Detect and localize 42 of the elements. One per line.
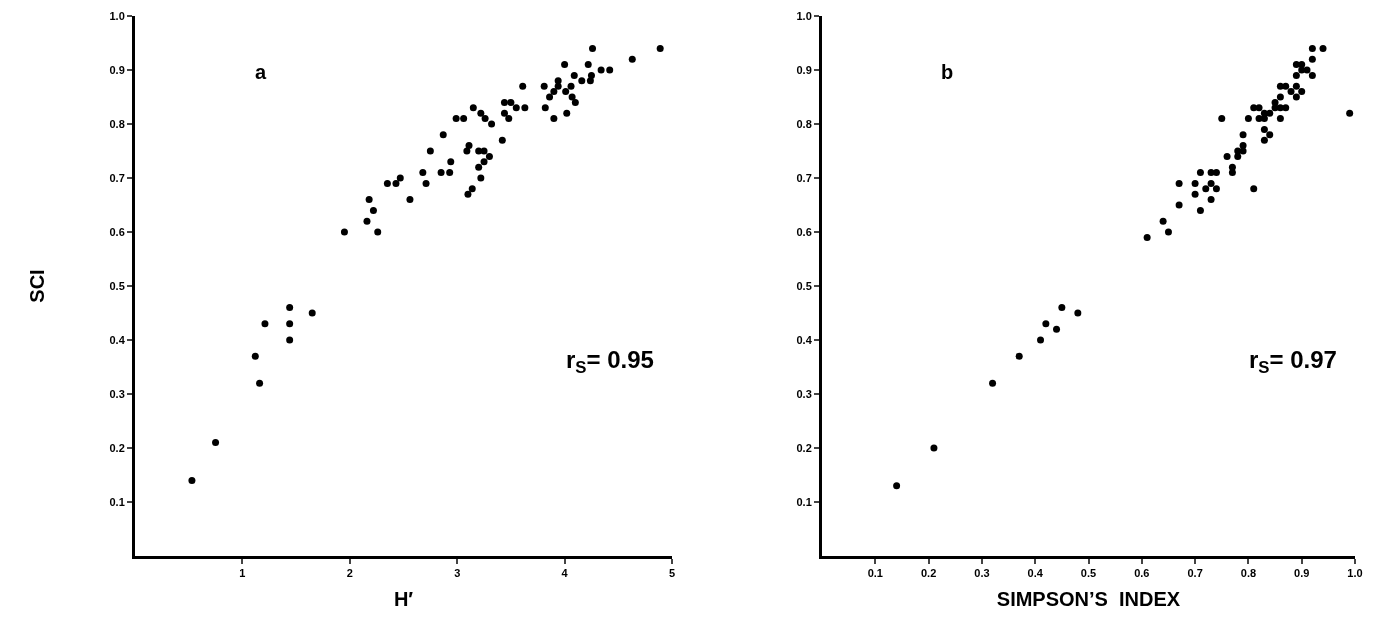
- y-tick-label: 0.5: [796, 279, 812, 292]
- annotation: a: [255, 61, 267, 83]
- x-tick-label: 3: [454, 567, 461, 580]
- y-axis-title: SCI: [26, 269, 48, 303]
- y-tick-label: 1.0: [796, 9, 812, 22]
- annotation: r$_{S}$= 0.97: [1249, 346, 1337, 378]
- x-axis-title: SIMPSON’S INDEX: [996, 587, 1181, 610]
- y-tick-label: 0.5: [109, 279, 125, 292]
- x-tick-label: 0.5: [1080, 567, 1097, 580]
- y-tick-label: 0.7: [796, 171, 812, 184]
- y-tick-label: 0.2: [796, 441, 812, 454]
- x-tick-label: 5: [668, 567, 676, 580]
- x-tick-label: 4: [561, 567, 569, 580]
- y-tick-label: 0.9: [109, 63, 125, 76]
- annotation: r$_{S}$= 0.95: [566, 346, 654, 378]
- y-tick-label: 0.8: [109, 117, 125, 130]
- y-tick-label: 1.0: [109, 9, 125, 22]
- y-tick-label: 0.9: [796, 63, 812, 76]
- x-tick-label: 1: [239, 567, 246, 580]
- y-tick-label: 0.3: [109, 387, 125, 400]
- y-tick-label: 0.4: [796, 333, 813, 346]
- x-tick-label: 0.6: [1134, 567, 1150, 580]
- x-axis-title: H′: [393, 587, 414, 610]
- y-tick-label: 0.7: [109, 171, 125, 184]
- y-tick-label: 0.8: [796, 117, 812, 130]
- x-tick-label: 0.7: [1187, 567, 1203, 580]
- annotation: b: [941, 61, 954, 83]
- x-tick-label: 2: [346, 567, 353, 580]
- y-tick-label: 0.6: [796, 225, 812, 238]
- x-tick-label: 1.0: [1347, 567, 1363, 580]
- y-tick-label: 0.1: [796, 495, 812, 508]
- x-tick-label: 0.4: [1027, 567, 1044, 580]
- y-tick-label: 0.3: [796, 387, 812, 400]
- y-tick-label: 0.2: [109, 441, 125, 454]
- y-tick-label: 0.4: [109, 333, 126, 346]
- x-tick-label: 0.2: [920, 567, 937, 580]
- x-tick-label: 0.8: [1240, 567, 1257, 580]
- y-tick-label: 0.6: [109, 225, 125, 238]
- y-tick-label: 0.1: [109, 495, 125, 508]
- x-tick-label: 0.9: [1294, 567, 1310, 580]
- x-tick-label: 0.1: [867, 567, 883, 580]
- x-tick-label: 0.3: [974, 567, 990, 580]
